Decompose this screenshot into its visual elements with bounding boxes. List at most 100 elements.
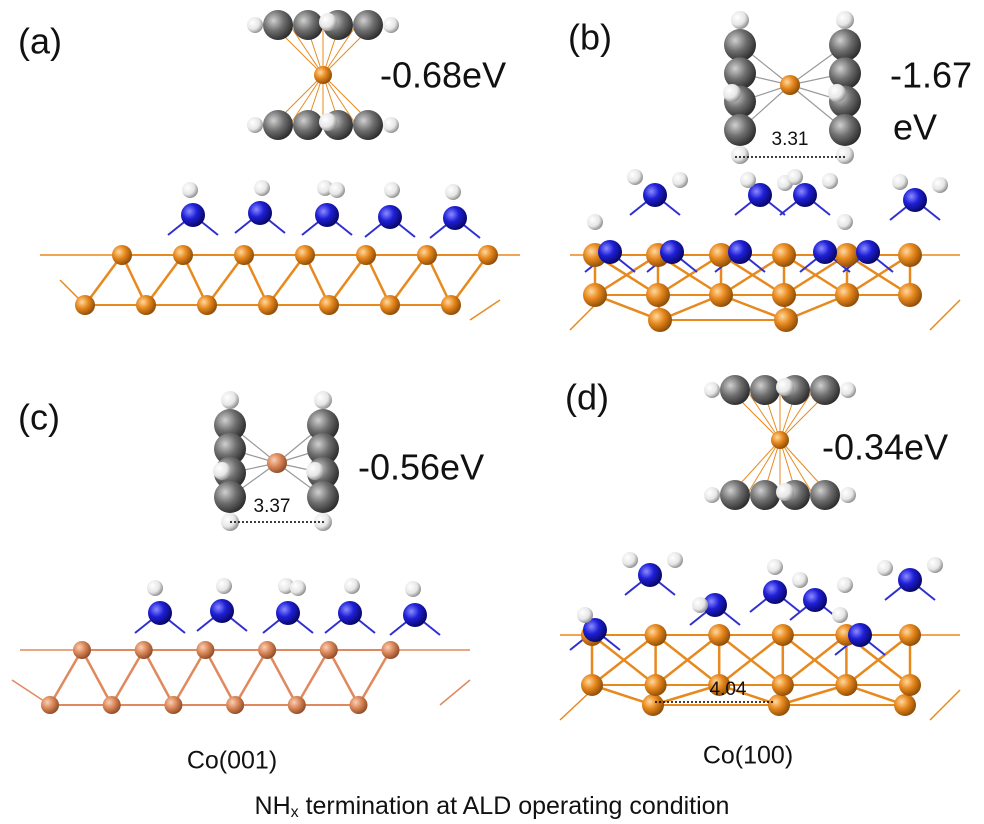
distance-label: 3.37 — [254, 496, 291, 517]
co-atom — [258, 641, 276, 659]
n-atom — [181, 203, 205, 227]
bond — [440, 680, 470, 705]
co-atom — [417, 245, 437, 265]
surface-label: Co(001) — [187, 747, 277, 775]
h-atom — [927, 557, 943, 573]
co-atom — [103, 696, 121, 714]
panel-label: (a) — [18, 21, 62, 62]
c-atom — [720, 375, 750, 405]
n-atom — [763, 580, 787, 604]
h-atom — [384, 182, 400, 198]
co-atom — [898, 283, 922, 307]
bond — [173, 650, 205, 705]
bond — [205, 650, 235, 705]
c-atom — [263, 10, 293, 40]
co-atom — [382, 641, 400, 659]
h-atom — [704, 487, 720, 503]
adsorption-energy: -0.56eV — [358, 447, 484, 488]
h-atom — [577, 607, 593, 623]
n-atom — [856, 240, 880, 264]
h-atom — [672, 172, 688, 188]
adsorption-energy: -0.34eV — [822, 427, 948, 468]
co-atom — [197, 295, 217, 315]
h-atom — [836, 11, 854, 29]
bond — [329, 650, 359, 705]
c-atom — [724, 57, 756, 89]
panel-label: (d) — [565, 377, 609, 418]
h-atom — [704, 382, 720, 398]
n-atom — [643, 183, 667, 207]
bond — [112, 650, 144, 705]
co-atom — [314, 66, 332, 84]
co-atom — [320, 641, 338, 659]
n-atom — [248, 201, 272, 225]
co-atom — [708, 624, 730, 646]
h-atom — [767, 559, 783, 575]
h-atom — [622, 552, 638, 568]
bond — [267, 650, 297, 705]
n-atom — [638, 563, 662, 587]
h-atom — [792, 572, 808, 588]
co-atom — [234, 245, 254, 265]
c-atom — [750, 480, 780, 510]
n-atom — [378, 205, 402, 229]
panel-label: (c) — [18, 397, 60, 438]
h-atom — [182, 182, 198, 198]
bond — [930, 690, 960, 720]
h-atom — [254, 180, 270, 196]
h-atom — [405, 581, 421, 597]
figure-caption: NHx termination at ALD operating conditi… — [255, 792, 730, 822]
h-atom — [840, 487, 856, 503]
co-atom — [581, 674, 603, 696]
h-atom — [932, 177, 948, 193]
figure: (a) -0.68eV (b) -1.67 eV 3.31 (c) -0.56e… — [0, 0, 984, 824]
adsorption-energy: -1.67 — [890, 55, 972, 96]
co-atom — [899, 624, 921, 646]
h-atom — [840, 382, 856, 398]
co-atom — [648, 308, 672, 332]
surface-label: Co(100) — [703, 742, 793, 770]
c-atom — [353, 10, 383, 40]
h-atom — [213, 462, 231, 480]
co-atom — [319, 295, 339, 315]
h-atom — [306, 462, 324, 480]
bond — [235, 650, 267, 705]
bond — [470, 300, 500, 320]
h-atom — [740, 172, 756, 188]
c-atom — [263, 110, 293, 140]
co-atom — [41, 696, 59, 714]
h-atom — [776, 483, 794, 501]
c-atom — [214, 481, 246, 513]
co-atom — [768, 694, 790, 716]
c-atom — [307, 481, 339, 513]
c-atom — [724, 114, 756, 146]
h-atom — [837, 577, 853, 593]
bond — [930, 300, 960, 330]
co-atom — [164, 696, 182, 714]
n-atom — [803, 588, 827, 612]
n-atom — [276, 601, 300, 625]
co-atom — [835, 674, 857, 696]
c-atom — [829, 57, 861, 89]
n-atom — [315, 203, 339, 227]
co-atom — [772, 283, 796, 307]
h-atom — [836, 146, 854, 164]
n-atom — [848, 623, 872, 647]
h-atom — [828, 84, 846, 102]
bond — [144, 650, 174, 705]
bond — [297, 650, 329, 705]
co-atom — [898, 243, 922, 267]
co-atom — [288, 696, 306, 714]
co-atom — [894, 694, 916, 716]
h-atom — [731, 146, 749, 164]
h-atom — [290, 580, 306, 596]
co-atom — [774, 308, 798, 332]
co-atom — [112, 245, 132, 265]
h-atom — [667, 552, 683, 568]
n-atom — [210, 599, 234, 623]
adsorption-energy: -0.68eV — [380, 55, 506, 96]
n-atom — [338, 601, 362, 625]
h-atom — [731, 11, 749, 29]
h-atom — [147, 580, 163, 596]
co-atom — [772, 624, 794, 646]
